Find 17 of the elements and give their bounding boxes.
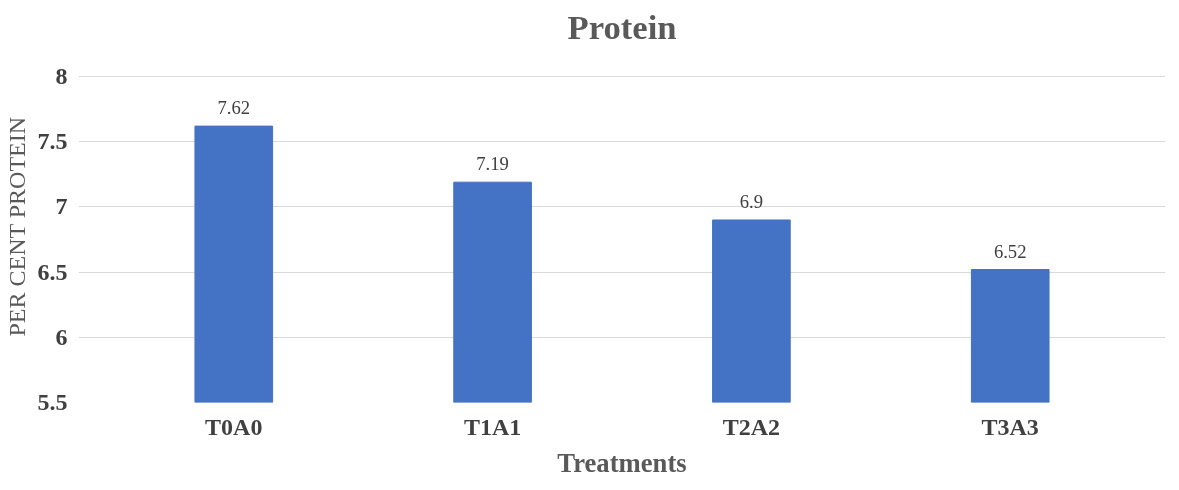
x-axis-title: Treatments	[557, 447, 687, 478]
chart-title: Protein	[567, 7, 677, 46]
x-tick-label: T3A3	[981, 413, 1039, 440]
x-tick-label: T0A0	[205, 413, 263, 440]
y-tick-label: 7.5	[37, 128, 68, 155]
y-tick-label: 5.5	[37, 389, 68, 415]
x-tick-label: T1A1	[463, 413, 522, 440]
data-label: 7.62	[217, 97, 251, 119]
data-label: 7.19	[476, 153, 509, 175]
y-tick-label: 8	[55, 63, 68, 90]
y-tick-label: 6.5	[37, 258, 68, 285]
data-label: 6.52	[993, 240, 1027, 262]
y-tick-label: 7	[55, 193, 68, 220]
x-tick-label: T2A2	[722, 413, 781, 440]
data-label: 6.9	[739, 190, 764, 212]
y-tick-label: 6	[55, 323, 68, 350]
y-axis-title: PER CENT PROTEIN	[3, 116, 30, 337]
